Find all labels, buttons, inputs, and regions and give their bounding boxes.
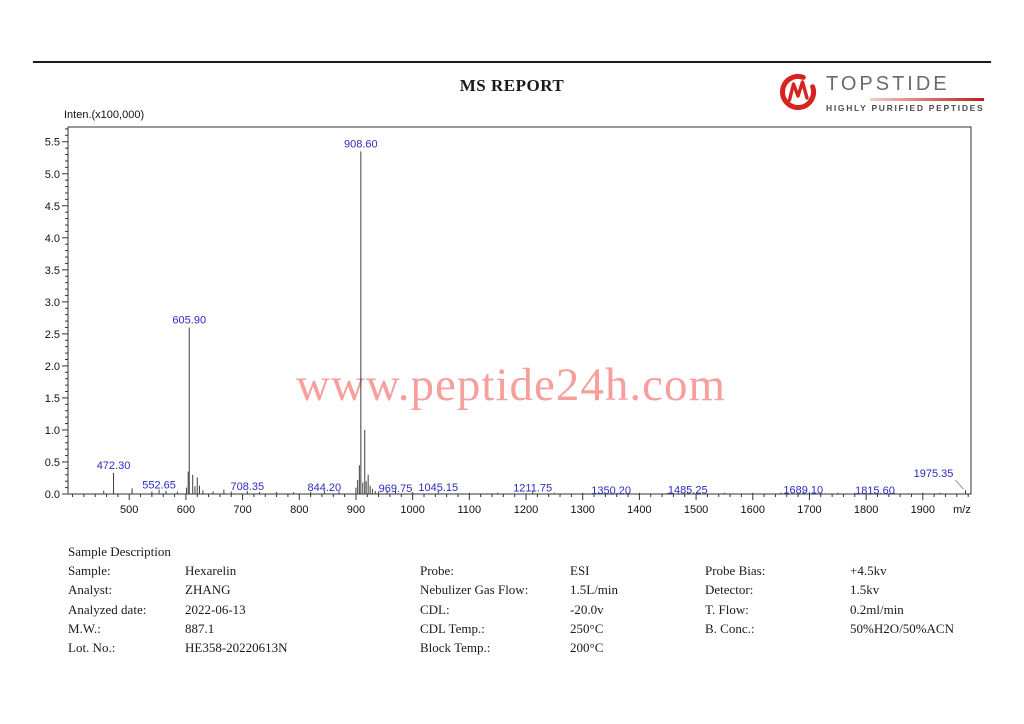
svg-text:1045.15: 1045.15 xyxy=(418,482,458,494)
svg-text:800: 800 xyxy=(290,504,308,516)
svg-text:4.0: 4.0 xyxy=(45,233,60,245)
field-label: M.W.: xyxy=(68,620,101,636)
svg-text:1211.75: 1211.75 xyxy=(513,482,552,494)
field-value: 1.5kv xyxy=(850,582,880,598)
svg-text:5.0: 5.0 xyxy=(45,169,60,181)
field-label: Nebulizer Gas Flow: xyxy=(420,582,529,598)
sample-description-heading: Sample Description xyxy=(68,544,171,559)
svg-text:900: 900 xyxy=(347,504,365,516)
svg-text:1400: 1400 xyxy=(627,504,651,516)
field-value xyxy=(850,640,998,656)
svg-text:700: 700 xyxy=(233,504,251,516)
svg-text:844.20: 844.20 xyxy=(308,482,342,494)
topstide-logo-icon xyxy=(780,74,816,110)
field-label: Probe: xyxy=(420,563,454,578)
svg-text:708.35: 708.35 xyxy=(230,481,264,493)
svg-text:0.5: 0.5 xyxy=(45,457,60,469)
svg-text:4.5: 4.5 xyxy=(45,201,60,213)
svg-text:3.5: 3.5 xyxy=(45,265,60,277)
field-label: Sample: xyxy=(68,563,111,578)
svg-text:908.60: 908.60 xyxy=(344,138,378,150)
logo-tagline: HIGHLY PURIFIED PEPTIDES xyxy=(826,103,985,113)
svg-text:1600: 1600 xyxy=(741,504,765,516)
page-title: MS REPORT xyxy=(459,76,565,95)
field-label: Lot. No.: xyxy=(68,640,116,656)
svg-text:1485.25: 1485.25 xyxy=(668,484,708,496)
svg-text:472.30: 472.30 xyxy=(97,460,131,472)
svg-text:1000: 1000 xyxy=(400,504,424,516)
field-label: Detector: xyxy=(705,582,754,598)
svg-text:1100: 1100 xyxy=(458,504,482,516)
field-label: CDL: xyxy=(420,601,450,617)
svg-text:1815.60: 1815.60 xyxy=(855,485,895,497)
svg-text:1689.10: 1689.10 xyxy=(783,484,823,496)
field-label: CDL Temp.: xyxy=(420,620,485,636)
field-value: 200°C xyxy=(570,640,604,656)
table-row: Analyzed date: 2022-06-13 CDL: -20.0v T. Flo… xyxy=(68,602,998,618)
y-axis-title: Inten.(x100,000) xyxy=(64,109,145,121)
svg-text:969.75: 969.75 xyxy=(379,483,413,495)
field-value: 2022-06-13 xyxy=(185,601,246,617)
mass-spectrum-chart: 500 600 700 800 900 1000 1100 1200 1300 1400 1500 1… xyxy=(45,126,972,516)
field-label: Block Temp.: xyxy=(420,640,491,656)
svg-text:605.90: 605.90 xyxy=(172,314,206,326)
table-row: Sample: Hexarelin Probe: ESI Probe Bias: +4.5… xyxy=(68,563,998,579)
svg-text:552.65: 552.65 xyxy=(142,480,176,492)
svg-text:1300: 1300 xyxy=(570,504,594,516)
field-value: -20.0v xyxy=(570,601,604,617)
field-value: ESI xyxy=(570,563,590,578)
field-value: ZHANG xyxy=(185,582,231,598)
field-label: T. Flow: xyxy=(705,601,749,617)
field-label: Analyzed date: xyxy=(68,601,147,617)
watermark-text: www.peptide24h.com xyxy=(296,359,727,411)
svg-text:500: 500 xyxy=(120,504,138,516)
header-divider xyxy=(33,61,991,63)
field-value: 250°C xyxy=(570,620,604,636)
field-label xyxy=(705,640,850,656)
svg-text:1975.35: 1975.35 xyxy=(914,468,954,480)
svg-text:1700: 1700 xyxy=(797,504,821,516)
svg-text:1.5: 1.5 xyxy=(45,393,60,405)
field-label: Probe Bias: xyxy=(705,563,766,578)
field-value: 887.1 xyxy=(185,620,215,636)
svg-text:1.0: 1.0 xyxy=(45,425,60,437)
field-value: 1.5L/min xyxy=(570,582,619,598)
svg-text:5.5: 5.5 xyxy=(45,137,60,149)
table-row: Analyst: ZHANG Nebulizer Gas Flow: 1.5L/min… xyxy=(68,582,998,598)
svg-text:2.0: 2.0 xyxy=(45,361,60,373)
field-label: Analyst: xyxy=(68,582,113,598)
field-value: +4.5kv xyxy=(850,563,887,578)
field-value: 50%H2O/50%ACN xyxy=(850,620,954,636)
svg-text:2.5: 2.5 xyxy=(45,329,60,341)
table-row: M.W.: 887.1 CDL Temp.: 250°C B. Conc.: 50%H2O… xyxy=(68,621,998,637)
svg-text:3.0: 3.0 xyxy=(45,297,60,309)
svg-text:600: 600 xyxy=(177,504,195,516)
svg-text:1500: 1500 xyxy=(684,504,708,516)
logo-gradient-rule xyxy=(870,98,984,101)
svg-text:1900: 1900 xyxy=(911,504,935,516)
field-label: B. Conc.: xyxy=(705,620,755,636)
svg-text:0.0: 0.0 xyxy=(45,489,60,501)
svg-text:1800: 1800 xyxy=(854,504,878,516)
logo-wordmark: TOPSTIDE xyxy=(826,73,950,95)
field-value: Hexarelin xyxy=(185,563,237,578)
topstide-logo: TOPSTIDE HIGHLY PURIFIED PEPTIDES xyxy=(778,72,990,118)
svg-text:m/z: m/z xyxy=(953,504,971,516)
svg-text:1350.20: 1350.20 xyxy=(591,485,631,497)
field-value: 0.2ml/min xyxy=(850,601,904,617)
svg-text:1200: 1200 xyxy=(514,504,538,516)
field-value: HE358-20220613N xyxy=(185,640,288,656)
table-row: Lot. No.: HE358-20220613N Block Temp.: 200°… xyxy=(68,640,998,656)
